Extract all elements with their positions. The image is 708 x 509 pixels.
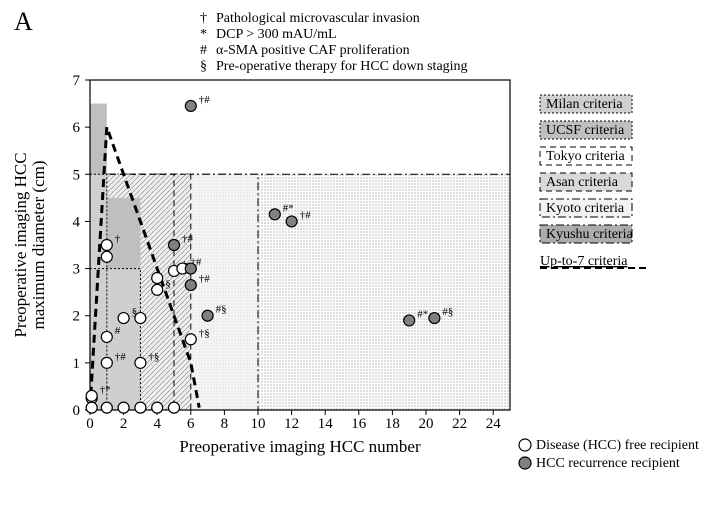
legend-recur-label: HCC recurrence recipient (536, 456, 680, 471)
recur-point (169, 240, 180, 251)
xtick-label: 10 (251, 416, 266, 432)
criteria-label: Tokyo criteria (546, 149, 625, 164)
symbol-key-text: Pre-operative therapy for HCC down stagi… (216, 59, 468, 74)
recur-annot: #* (417, 308, 428, 320)
free-point (101, 240, 112, 251)
panel-label: A (14, 7, 33, 36)
recur-point (185, 100, 196, 111)
free-point (101, 357, 112, 368)
free-point (185, 334, 196, 345)
ytick-label: 7 (73, 73, 81, 89)
free-point (118, 313, 129, 324)
xtick-label: 6 (187, 416, 195, 432)
free-point (135, 402, 146, 413)
recur-annot: #§ (442, 306, 453, 318)
recur-point (185, 280, 196, 291)
ytick-label: 6 (73, 120, 81, 136)
ytick-label: 1 (73, 356, 81, 372)
free-point (86, 390, 97, 401)
symbol-key-text: DCP > 300 mAU/mL (216, 27, 337, 42)
free-annot: †§ (148, 351, 159, 363)
ytick-label: 2 (73, 309, 81, 325)
free-point (135, 313, 146, 324)
free-point (101, 331, 112, 342)
recur-annot: †# (199, 94, 211, 106)
criteria-label: UCSF criteria (546, 123, 625, 138)
xtick-label: 0 (86, 416, 94, 432)
free-point (86, 402, 97, 413)
free-point (169, 402, 180, 413)
recur-point (202, 310, 213, 321)
legend-free-label: Disease (HCC) free recipient (536, 438, 699, 453)
recur-point (269, 209, 280, 220)
free-annot: †# (115, 351, 127, 363)
ytick-label: 0 (73, 403, 81, 419)
recur-annot: #§ (216, 304, 227, 316)
recur-annot: †# (300, 209, 312, 221)
recur-annot: †# (199, 273, 211, 285)
symbol-key-sym: § (200, 59, 207, 74)
y-axis-label: Preoperative imaging HCCmaximum diameter… (11, 152, 48, 337)
free-annot: # (115, 325, 121, 337)
xtick-label: 22 (452, 416, 467, 432)
symbol-key-sym: † (200, 11, 207, 26)
criteria-label: Kyushu criteria (546, 227, 633, 242)
xtick-label: 18 (385, 416, 400, 432)
legend-marker-recur (519, 457, 531, 469)
xtick-label: 4 (153, 416, 161, 432)
symbol-key-sym: # (200, 43, 207, 58)
free-annot: § (165, 278, 171, 290)
xtick-label: 12 (284, 416, 299, 432)
up-to-7-label: Up-to-7 criteria (540, 254, 628, 269)
symbol-key-sym: * (200, 27, 207, 42)
ytick-label: 4 (73, 214, 81, 230)
recur-point (429, 313, 440, 324)
xtick-label: 14 (318, 416, 334, 432)
xtick-label: 2 (120, 416, 128, 432)
free-point (152, 273, 163, 284)
symbol-key-text: α-SMA positive CAF proliferation (216, 43, 410, 58)
free-annot: †* (100, 384, 111, 396)
criteria-label: Asan criteria (546, 175, 619, 190)
criteria-label: Kyoto criteria (546, 201, 625, 216)
free-point (135, 357, 146, 368)
recur-annot: †# (182, 233, 194, 245)
xtick-label: 20 (419, 416, 434, 432)
legend-marker-free (519, 439, 531, 451)
xtick-label: 24 (486, 416, 502, 432)
free-point (101, 402, 112, 413)
free-point (101, 251, 112, 262)
xtick-label: 16 (351, 416, 367, 432)
recur-point (185, 263, 196, 274)
free-annot: † (115, 233, 121, 245)
free-point (118, 402, 129, 413)
free-point (152, 284, 163, 295)
recur-point (404, 315, 415, 326)
free-annot: †§ (199, 327, 210, 339)
ytick-label: 3 (73, 262, 81, 278)
recur-point (286, 216, 297, 227)
ytick-label: 5 (73, 167, 81, 183)
symbol-key-text: Pathological microvascular invasion (216, 11, 420, 26)
free-point (152, 402, 163, 413)
x-axis-label: Preoperative imaging HCC number (179, 437, 421, 456)
xtick-label: 8 (221, 416, 229, 432)
criteria-label: Milan criteria (546, 97, 623, 112)
recur-annot: #* (283, 202, 294, 214)
